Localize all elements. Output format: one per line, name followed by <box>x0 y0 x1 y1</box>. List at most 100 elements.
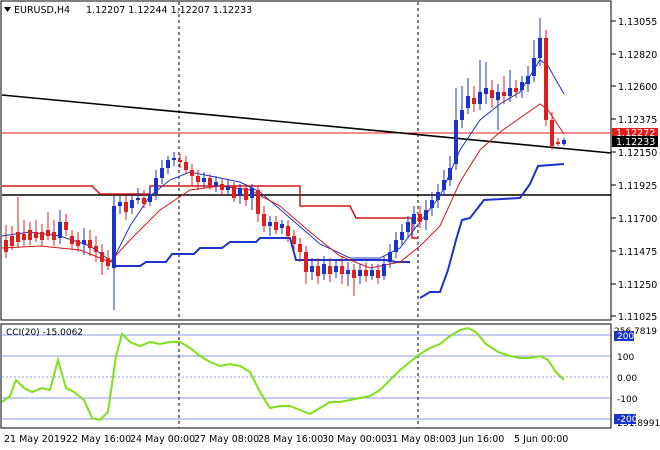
candle-body <box>208 178 212 186</box>
candle-body <box>52 232 56 240</box>
candle-body <box>70 236 74 244</box>
candle-body <box>376 270 380 278</box>
candle-body <box>424 210 428 220</box>
price-tick-label: 1.12820 <box>618 50 657 61</box>
candle-body <box>34 232 38 238</box>
candle-body <box>238 188 242 196</box>
candle-body <box>262 214 266 226</box>
candle-body <box>106 258 110 266</box>
time-label: 28 May 16:00 <box>258 434 323 445</box>
candle-body <box>82 240 86 244</box>
candle-body <box>454 120 458 164</box>
candle-body <box>118 202 122 206</box>
candle-body <box>178 160 182 162</box>
chevron-down-icon[interactable] <box>4 7 11 12</box>
candle-body <box>166 160 170 168</box>
candle-body <box>322 264 326 274</box>
candle-body <box>112 206 116 268</box>
ref-price-text: 1.12272 <box>616 128 655 139</box>
price-tick-label: 1.12375 <box>618 115 657 126</box>
symbol-label: EURUSD,H4 <box>14 5 70 16</box>
candle-body <box>496 92 500 100</box>
candle-body <box>448 168 452 180</box>
candle-body <box>160 168 164 178</box>
candles <box>4 18 566 310</box>
candle-body <box>220 184 224 190</box>
cci-tick-label: -100 <box>617 395 638 405</box>
candle-body <box>460 110 464 120</box>
candle-body <box>406 222 410 232</box>
trendline[interactable] <box>1 94 612 154</box>
price-axis: 1.13055 1.12820 1.12600 1.12375 1.12150 … <box>611 17 657 323</box>
day-separators <box>178 2 419 428</box>
candle-body <box>148 194 152 202</box>
time-label: 22 May 16:00 <box>66 434 131 445</box>
candle-body <box>352 270 356 278</box>
candle-body <box>154 178 158 194</box>
time-label: 21 May 2019 <box>4 434 66 445</box>
cci-max-label: 256.7819 <box>614 327 657 337</box>
candle-body <box>172 158 176 160</box>
candle-body <box>190 170 194 176</box>
candle-body <box>478 92 482 104</box>
ref-price-tag <box>612 128 658 138</box>
time-axis: 21 May 2019 22 May 16:00 24 May 00:00 27… <box>4 434 568 445</box>
candle-body <box>304 252 308 272</box>
candle-body <box>292 236 296 244</box>
candle-body <box>100 252 104 262</box>
cci-tick-label: -200 <box>617 415 638 425</box>
candle-body <box>430 200 434 208</box>
candle-body <box>316 266 320 276</box>
candle-body <box>22 234 26 240</box>
current-price-tag <box>612 136 658 147</box>
candle-body <box>526 76 530 84</box>
candle-body <box>328 266 332 274</box>
candle-body <box>214 182 218 186</box>
candle-body <box>274 222 278 230</box>
candle-body <box>76 240 80 246</box>
price-tick-label: 1.11250 <box>618 280 657 291</box>
candle-body <box>4 240 8 252</box>
candle-body <box>94 246 98 252</box>
candle-body <box>346 270 350 274</box>
cci-tick-label: 0.00 <box>617 374 637 384</box>
candle-body <box>340 266 344 274</box>
candle-body <box>196 176 200 182</box>
cci-axis: 200 100 0.00 -100 -200 <box>614 331 638 425</box>
candle-body <box>436 192 440 200</box>
cci-tick-label: 200 <box>617 332 634 342</box>
ohlc-label: 1.12207 1.12244 1.12207 1.12233 <box>86 5 252 16</box>
candle-body <box>286 226 290 236</box>
candle-body <box>202 178 206 182</box>
candle-body <box>40 232 44 240</box>
candle-body <box>484 88 488 94</box>
candle-body <box>232 186 236 198</box>
candle-body <box>136 198 140 200</box>
blue-channel-line <box>116 237 410 267</box>
candle-body <box>58 222 62 238</box>
candle-body <box>358 270 362 276</box>
candle-body <box>394 240 398 252</box>
candle-body <box>142 198 146 204</box>
time-label: 24 May 00:00 <box>130 434 195 445</box>
ma-line-slow <box>1 103 565 269</box>
candle-body <box>466 96 470 108</box>
current-price-text: 1.12233 <box>616 137 655 148</box>
candle-body <box>520 82 524 90</box>
candle-body <box>562 140 566 144</box>
price-tick-label: 1.12150 <box>618 148 657 159</box>
candle-body <box>280 224 284 228</box>
price-tick-label: 1.11475 <box>618 247 657 258</box>
candle-body <box>184 162 188 170</box>
candle-body <box>556 142 560 144</box>
candle-body <box>334 266 338 272</box>
candle-body <box>382 264 386 276</box>
candle-body <box>130 200 134 208</box>
cci-label: CCI(20) -15.0062 <box>6 328 83 338</box>
candle-body <box>46 230 50 236</box>
cci-line <box>1 326 565 422</box>
time-label: 5 Jun 00:00 <box>514 434 568 445</box>
candle-body <box>28 230 32 240</box>
